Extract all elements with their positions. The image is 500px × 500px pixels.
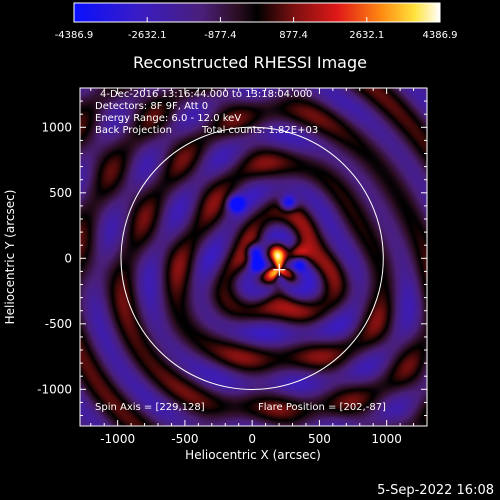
annotation-time-range: 4-Dec-2016 13:16:44.000 to 13:18:04.000 — [100, 89, 312, 100]
colorbar-tick-label: -877.4 — [204, 30, 236, 41]
x-tick-label: 0 — [248, 432, 256, 446]
y-tick-label: 1000 — [41, 120, 72, 134]
colorbar-gradient — [73, 2, 441, 23]
colorbar-tick-label: 877.4 — [279, 30, 308, 41]
y-tick-label: 500 — [49, 186, 72, 200]
plot-area — [79, 87, 428, 427]
y-axis: 1000 500 0 -500 -1000 — [37, 100, 427, 417]
annotation-method: Back Projection — [95, 125, 172, 136]
solar-limb-circle — [120, 126, 384, 390]
annotation-block: 4-Dec-2016 13:16:44.000 to 13:18:04.000 … — [95, 89, 318, 136]
colorbar-tick-label: 4386.9 — [423, 30, 458, 41]
x-tick-label: -1000 — [100, 432, 135, 446]
spin-axis-label: Spin Axis = [229,128] — [95, 402, 205, 413]
x-tick-label: -500 — [171, 432, 198, 446]
y-tick-label: -1000 — [37, 382, 72, 396]
colorbar-tick-label: -2632.1 — [128, 30, 167, 41]
colorbar-tick-label: -4386.9 — [55, 30, 94, 41]
x-axis: -1000 -500 0 500 1000 — [90, 88, 415, 446]
chart-title: Reconstructed RHESSI Image — [133, 53, 367, 72]
y-tick-label: 0 — [64, 251, 72, 265]
annotation-total-counts: Total counts: 1.82E+03 — [201, 125, 318, 136]
flare-position-label: Flare Position = [202,-87] — [258, 402, 386, 413]
footer-timestamp: 5-Sep-2022 16:08 — [377, 483, 494, 498]
y-tick-label: -500 — [45, 317, 72, 331]
y-axis-label: Heliocentric Y (arcsec) — [3, 190, 17, 325]
flare-position-marker — [273, 263, 286, 276]
heatmap-image — [80, 88, 427, 426]
colorbar: -4386.9 -2632.1 -877.4 877.4 2632.1 4386.9 — [55, 2, 458, 41]
colorbar-tick-label: 2632.1 — [349, 30, 384, 41]
x-tick-label: 1000 — [371, 432, 402, 446]
x-tick-label: 500 — [308, 432, 331, 446]
plot-frame — [79, 87, 428, 427]
x-axis-label: Heliocentric X (arcsec) — [185, 448, 321, 462]
annotation-detectors: Detectors: 8F 9F, Att 0 — [95, 101, 208, 112]
annotation-energy-range: Energy Range: 6.0 - 12.0 keV — [95, 113, 241, 124]
